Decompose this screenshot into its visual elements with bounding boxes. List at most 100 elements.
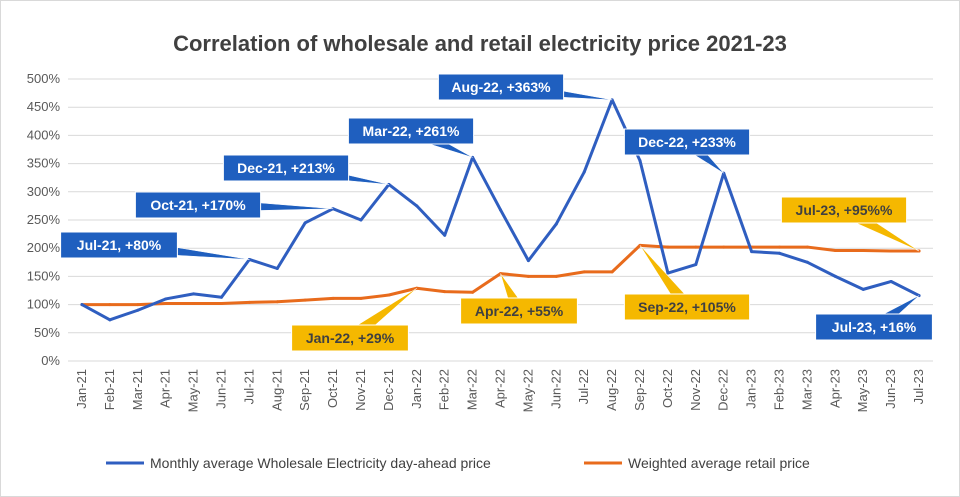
- x-tick-label: Dec-22: [716, 369, 731, 411]
- callout-label: Jul-23, +95%%: [796, 202, 893, 218]
- x-tick-label: Aug-22: [604, 369, 619, 411]
- data-point: [80, 303, 84, 307]
- annotation-callout: Dec-21, +213%: [222, 154, 389, 185]
- x-tick-label: Jan-21: [74, 369, 89, 409]
- x-tick-label: May-21: [186, 369, 201, 412]
- data-point: [554, 274, 558, 278]
- data-point: [387, 293, 391, 297]
- x-tick-label: Mar-21: [130, 369, 145, 410]
- callout-label: Jan-22, +29%: [306, 330, 395, 346]
- chart-legend: Monthly average Wholesale Electricity da…: [106, 455, 810, 471]
- chart-title: Correlation of wholesale and retail elec…: [173, 31, 787, 56]
- y-tick-label: 200%: [27, 240, 61, 255]
- data-point: [359, 218, 363, 222]
- x-tick-label: May-23: [855, 369, 870, 412]
- legend-label: Weighted average retail price: [628, 455, 810, 471]
- data-point: [694, 263, 698, 267]
- y-tick-label: 400%: [27, 127, 61, 142]
- x-tick-label: Oct-21: [325, 369, 340, 408]
- annotation-callout: Sep-22, +105%: [623, 245, 751, 321]
- y-tick-label: 0%: [41, 353, 60, 368]
- data-point: [359, 296, 363, 300]
- callout-box: [347, 117, 475, 145]
- data-point: [526, 274, 530, 278]
- x-tick-label: Feb-23: [772, 369, 787, 410]
- legend-item-1: Weighted average retail price: [584, 455, 810, 471]
- callout-label: Jul-21, +80%: [77, 237, 162, 253]
- x-tick-label: Nov-22: [688, 369, 703, 411]
- data-point: [833, 248, 837, 252]
- callout-label: Apr-22, +55%: [475, 303, 564, 319]
- x-tick-label: Apr-22: [493, 369, 508, 408]
- data-point: [443, 233, 447, 237]
- data-point: [805, 245, 809, 249]
- x-tick-label: Apr-23: [827, 369, 842, 408]
- callout-box: [291, 324, 409, 352]
- data-point: [554, 222, 558, 226]
- data-point: [722, 245, 726, 249]
- x-tick-label: May-22: [520, 369, 535, 412]
- x-tick-label: Jul-23: [911, 369, 926, 404]
- data-point: [778, 251, 782, 255]
- annotation-callout: Dec-22, +233%: [623, 128, 751, 174]
- data-point: [694, 245, 698, 249]
- y-axis-tick-labels: 0% 50% 100% 150% 200% 250% 300% 350% 400% 450% 500…: [27, 71, 61, 368]
- callout-box: [815, 313, 933, 341]
- data-point: [610, 270, 614, 274]
- data-point: [247, 300, 251, 304]
- x-tick-label: Jul-21: [241, 369, 256, 404]
- data-point: [666, 271, 670, 275]
- callout-label: Mar-22, +261%: [363, 123, 460, 139]
- x-tick-label: Jun-22: [548, 369, 563, 409]
- x-tick-label: Nov-21: [353, 369, 368, 411]
- data-point: [833, 274, 837, 278]
- callout-label: Oct-21, +170%: [150, 197, 246, 213]
- x-tick-label: Mar-22: [465, 369, 480, 410]
- data-point: [275, 300, 279, 304]
- callout-box: [60, 231, 178, 259]
- data-point: [582, 270, 586, 274]
- callout-label: Jul-23, +16%: [832, 319, 917, 335]
- data-point: [164, 301, 168, 305]
- annotation-callout: Jul-23, +16%: [815, 295, 933, 341]
- annotation-callouts: Jul-21, +80% Oct-21, +170% Dec-21, +213% Ma…: [60, 73, 933, 352]
- x-tick-label: Feb-22: [437, 369, 452, 410]
- data-point: [526, 259, 530, 263]
- x-tick-label: Oct-22: [660, 369, 675, 408]
- data-point: [192, 292, 196, 296]
- annotation-callout: Apr-22, +55%: [460, 273, 578, 325]
- data-point: [219, 295, 223, 299]
- data-point: [861, 287, 865, 291]
- x-tick-label: Jan-22: [409, 369, 424, 409]
- y-tick-label: 500%: [27, 71, 61, 86]
- x-tick-label: Jun-23: [883, 369, 898, 409]
- y-tick-label: 350%: [27, 156, 61, 171]
- callout-label: Dec-22, +233%: [638, 134, 736, 150]
- callout-box: [222, 154, 350, 182]
- data-point: [582, 170, 586, 174]
- y-tick-label: 50%: [34, 325, 60, 340]
- data-point: [750, 250, 754, 254]
- x-tick-label: Sep-21: [297, 369, 312, 411]
- x-tick-label: Dec-21: [381, 369, 396, 411]
- legend-label: Monthly average Wholesale Electricity da…: [150, 455, 491, 471]
- annotation-callout: Mar-22, +261%: [347, 117, 475, 158]
- y-tick-label: 150%: [27, 268, 61, 283]
- data-point: [303, 298, 307, 302]
- data-point: [136, 308, 140, 312]
- data-point: [275, 267, 279, 271]
- x-tick-label: Feb-21: [102, 369, 117, 410]
- data-point: [638, 159, 642, 163]
- data-point: [889, 279, 893, 283]
- data-point: [415, 204, 419, 208]
- callout-box: [623, 128, 751, 156]
- callout-label: Aug-22, +363%: [451, 79, 551, 95]
- x-tick-label: Aug-21: [269, 369, 284, 411]
- y-tick-label: 450%: [27, 99, 61, 114]
- annotation-callout: Jul-21, +80%: [60, 231, 250, 260]
- data-point: [108, 318, 112, 322]
- x-tick-label: Sep-22: [632, 369, 647, 411]
- callout-box: [623, 293, 751, 321]
- data-point: [108, 303, 112, 307]
- x-axis-tick-labels: Jan-21 Feb-21 Mar-21 Apr-21 May-21 Jun-21 Jul-…: [74, 369, 926, 412]
